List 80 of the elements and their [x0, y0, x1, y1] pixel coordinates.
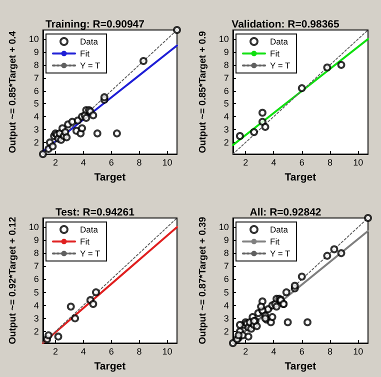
- x-tick-label: 2: [243, 346, 248, 357]
- y-tick-label: 10: [28, 34, 39, 44]
- legend-label: Fit: [80, 236, 90, 246]
- y-tick-label: 9: [34, 46, 39, 57]
- x-tick-label: 6: [299, 346, 304, 357]
- chart-title: Training: R=0.90947: [46, 18, 145, 30]
- y-tick-label: 3: [224, 124, 229, 135]
- y-tick-label: 10: [218, 34, 229, 44]
- chart-title: All: R=0.92842: [250, 206, 322, 218]
- y-tick-label: 7: [224, 261, 229, 272]
- x-tick-label: 10: [162, 158, 172, 168]
- y-axis-title: Output ~= 0.92*Target + 0.12: [8, 216, 18, 344]
- chart-title: Validation: R=0.98365: [232, 18, 340, 30]
- x-tick-label: 4: [80, 158, 86, 168]
- y-tick-label: 5: [34, 287, 39, 298]
- x-axis-title: Target: [284, 360, 317, 372]
- y-tick-label: 7: [34, 72, 39, 83]
- y-tick-label: 7: [34, 261, 39, 272]
- y-tick-label: 6: [34, 274, 39, 284]
- x-tick-label: 4: [80, 346, 86, 357]
- legend-label: Y = T: [80, 60, 100, 70]
- x-axis-title: Target: [94, 360, 126, 372]
- y-tick-label: 2: [34, 137, 39, 148]
- x-tick-label: 8: [136, 158, 142, 168]
- y-tick-label: 5: [224, 287, 229, 298]
- y-tick-label: 9: [34, 235, 39, 246]
- legend-label: Data: [80, 224, 98, 234]
- legend-label: Y = T: [80, 248, 100, 258]
- x-tick-label: 8: [328, 158, 333, 168]
- x-tick-label: 10: [353, 158, 364, 168]
- x-tick-label: 6: [299, 158, 304, 168]
- x-tick-label: 2: [52, 158, 58, 168]
- y-tick-label: 8: [224, 60, 229, 70]
- legend-label: Data: [270, 36, 288, 46]
- y-tick-label: 9: [224, 46, 229, 57]
- y-tick-label: 2: [224, 137, 229, 148]
- legend-label: Fit: [270, 236, 280, 246]
- legend-label: Fit: [270, 48, 280, 58]
- y-tick-label: 4: [224, 112, 229, 122]
- legend-label: Fit: [80, 48, 90, 58]
- y-tick-label: 6: [224, 86, 229, 96]
- y-tick-label: 9: [224, 235, 229, 246]
- x-tick-label: 10: [353, 346, 364, 357]
- y-tick-label: 8: [34, 60, 39, 70]
- y-axis-title: Output ~= 0.87*Target + 0.39: [198, 216, 208, 344]
- y-tick-label: 5: [34, 98, 39, 109]
- y-tick-label: 10: [28, 222, 39, 232]
- y-tick-label: 4: [34, 112, 39, 122]
- y-axis-title: Output ~= 0.85*Target + 0.4: [8, 30, 18, 154]
- legend-label: Data: [80, 36, 98, 46]
- y-tick-label: 6: [34, 86, 39, 96]
- x-tick-label: 4: [271, 158, 276, 168]
- y-axis-title: Output ~= 0.85*Target + 0.9: [198, 31, 208, 154]
- y-tick-label: 6: [224, 274, 229, 284]
- y-tick-label: 5: [224, 98, 229, 109]
- x-tick-label: 6: [108, 346, 114, 357]
- x-tick-label: 4: [271, 346, 276, 357]
- y-tick-label: 3: [34, 124, 39, 135]
- x-tick-label: 6: [108, 158, 114, 168]
- y-tick-label: 3: [224, 313, 229, 324]
- legend-label: Y = T: [270, 248, 290, 258]
- x-tick-label: 10: [162, 346, 172, 357]
- x-axis-title: Target: [94, 172, 126, 184]
- x-tick-label: 8: [328, 346, 333, 357]
- legend-label: Y = T: [270, 60, 290, 70]
- y-tick-label: 4: [34, 300, 39, 310]
- y-tick-label: 2: [224, 326, 229, 336]
- y-tick-label: 8: [224, 248, 229, 258]
- x-tick-label: 2: [52, 346, 58, 357]
- x-tick-label: 8: [136, 346, 142, 357]
- y-tick-label: 4: [224, 300, 229, 310]
- chart-title: Test: R=0.94261: [56, 206, 135, 218]
- y-tick-label: 3: [34, 313, 39, 324]
- y-tick-label: 2: [34, 326, 39, 336]
- x-axis-title: Target: [284, 172, 317, 184]
- y-tick-label: 8: [34, 248, 39, 258]
- y-tick-label: 10: [218, 222, 229, 232]
- x-tick-label: 2: [243, 158, 248, 168]
- legend-label: Data: [270, 224, 288, 234]
- y-tick-label: 7: [224, 72, 229, 83]
